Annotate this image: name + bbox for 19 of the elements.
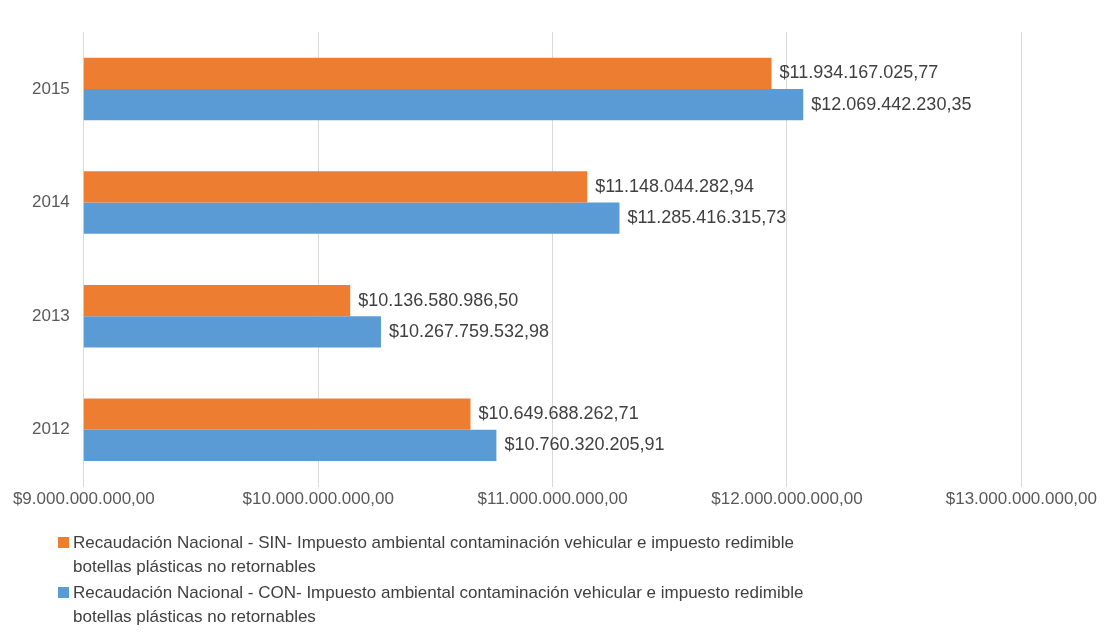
x-tick-label: $9.000.000.000,00 bbox=[12, 489, 155, 509]
x-tick-label: $13.000.000.000,00 bbox=[945, 489, 1097, 509]
data-label: $10.136.580.986,50 bbox=[358, 289, 519, 310]
y-tick-label: 2015 bbox=[31, 78, 70, 98]
data-label: $12.069.442.230,35 bbox=[811, 93, 972, 114]
data-label: $11.148.044.282,94 bbox=[595, 175, 755, 196]
data-label: $10.649.688.262,71 bbox=[478, 403, 639, 424]
x-tick-label: $12.000.000.000,00 bbox=[711, 489, 863, 509]
y-tick-label: 2014 bbox=[31, 192, 70, 212]
data-label: $10.267.759.532,98 bbox=[388, 320, 550, 341]
x-tick-label: $11.000.000.000,00 bbox=[477, 489, 628, 509]
legend-label: Recaudación Nacional - SIN- Impuesto ambiental contaminación vehicular e impuesto redimible botellas plásticas no retornables bbox=[73, 532, 795, 578]
y-tick-label: 2012 bbox=[31, 419, 70, 439]
data-label: $11.285.416.315,73 bbox=[627, 207, 787, 228]
legend-label: Recaudación Nacional - CON- Impuesto ambiental contaminación vehicular e impuesto redimible botellas plásticas no retornables bbox=[73, 582, 805, 628]
data-label: $10.760.320.205,91 bbox=[504, 434, 665, 455]
data-label: $11.934.167.025,77 bbox=[779, 62, 939, 83]
x-tick-label: $10.000.000.000,00 bbox=[242, 489, 394, 509]
y-tick-label: 2013 bbox=[31, 305, 70, 325]
